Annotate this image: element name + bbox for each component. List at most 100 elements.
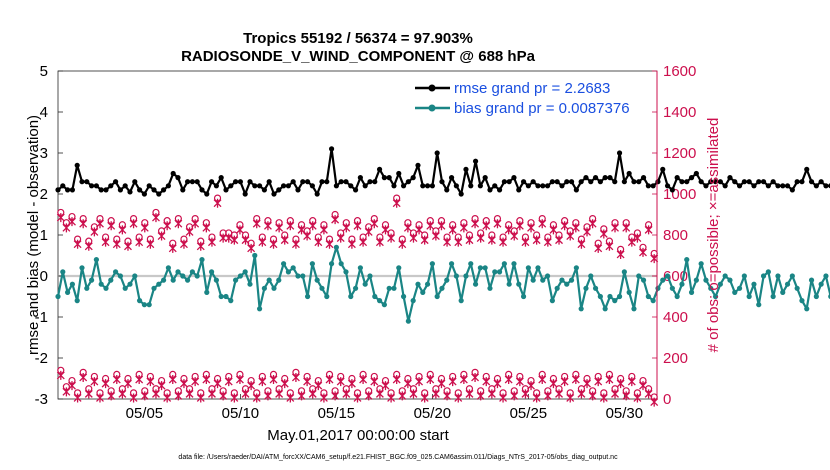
rmse-point [741, 179, 747, 185]
bias-point [228, 298, 234, 304]
rmse-point [727, 175, 733, 181]
rmse-point [295, 187, 301, 193]
obs-assimilated-marker [454, 393, 463, 403]
rmse-point [319, 179, 325, 185]
bias-point [232, 277, 239, 283]
obs-assimilated-marker [370, 219, 379, 229]
bias-point [439, 285, 445, 291]
obs-assimilated-marker [370, 377, 379, 387]
rmse-point [271, 191, 277, 197]
bias-point [684, 257, 690, 263]
bias-point [674, 293, 680, 300]
obs-assimilated-marker [79, 219, 88, 229]
bias-series [55, 244, 830, 324]
obs-assimilated-marker [342, 223, 351, 233]
obs-assimilated-marker [280, 379, 289, 389]
bias-point [295, 273, 301, 279]
obs-assimilated-marker [577, 389, 586, 399]
obs-assimilated-marker [409, 233, 418, 243]
rmse-point [285, 183, 291, 189]
rmse-point [559, 183, 565, 189]
legend-rmse-label: rmse grand pr = 2.2683 [454, 80, 610, 97]
rmse-point [540, 183, 546, 189]
rmse-point [477, 183, 483, 189]
obs-assimilated-marker [140, 223, 149, 233]
rmse-point [631, 179, 637, 185]
bias-point [727, 277, 733, 283]
bias-point [482, 265, 488, 271]
rmse-point [357, 175, 363, 181]
obs-assimilated-marker [499, 237, 508, 247]
obs-assimilated-marker [314, 237, 323, 247]
obs-assimilated-marker [157, 381, 166, 391]
obs-assimilated-marker [84, 241, 93, 251]
bias-point [732, 289, 738, 295]
x-tick-label: 05/15 [318, 405, 356, 422]
rmse-point [276, 187, 282, 193]
rmse-point [535, 183, 541, 189]
bias-point [60, 269, 66, 275]
bias-point [314, 277, 320, 283]
bias-point [746, 293, 752, 300]
bias-point [804, 306, 810, 312]
legend-bias-marker [428, 104, 436, 112]
bias-point [127, 281, 133, 287]
bias-point [496, 269, 503, 275]
rmse-point [487, 187, 493, 193]
obs-assimilated-marker [118, 389, 127, 399]
bias-point [760, 273, 767, 279]
rmse-point [554, 179, 560, 185]
bias-point [544, 273, 551, 279]
obs-assimilated-marker [331, 391, 340, 401]
obs-assimilated-marker [286, 393, 295, 403]
bias-point [578, 306, 584, 312]
obs-assimilated-marker [599, 229, 608, 239]
obs-assimilated-marker [135, 375, 144, 385]
rmse-point [669, 187, 675, 193]
bias-point [338, 261, 344, 267]
bias-point [300, 273, 306, 279]
obs-assimilated-marker [269, 375, 278, 385]
rmse-point [549, 179, 555, 185]
bias-point [261, 285, 267, 291]
rmse-point [213, 183, 219, 189]
rmse-point [232, 179, 239, 185]
obs-assimilated-marker [532, 235, 541, 245]
obs-assimilated-marker [627, 377, 636, 387]
obs-assimilated-marker [331, 215, 340, 225]
bias-point [597, 293, 603, 300]
rmse-point [328, 146, 335, 152]
obs-assimilated-marker [258, 377, 267, 387]
obs-assimilated-marker [639, 247, 647, 257]
bias-point [410, 298, 416, 304]
bias-point [223, 293, 229, 300]
rmse-point [472, 158, 479, 164]
bias-point [549, 298, 555, 304]
obs-assimilated-marker [622, 223, 631, 233]
bias-point [136, 298, 143, 304]
rmse-point [674, 175, 680, 181]
bias-point [688, 289, 695, 295]
bias-point [64, 289, 71, 295]
obs-assimilated-marker [420, 393, 429, 403]
rmse-point [448, 175, 455, 181]
bias-point [799, 298, 805, 304]
obs-assimilated-marker [415, 225, 424, 235]
obs-assimilated-marker [538, 375, 547, 385]
bias-point [602, 306, 608, 312]
rmse-point [602, 175, 608, 181]
bias-point [276, 277, 282, 283]
bias-point [218, 293, 224, 300]
bias-point [237, 273, 243, 279]
rmse-point [573, 187, 579, 193]
obs-assimilated-marker [185, 227, 194, 237]
bias-point [472, 281, 479, 287]
rmse-point [616, 150, 623, 156]
obs-assimilated-marker [616, 379, 625, 389]
bias-point [424, 281, 431, 287]
bias-point [348, 293, 354, 300]
obs-assimilated-marker [263, 391, 272, 401]
obs-assimilated-marker [140, 391, 149, 401]
obs-assimilated-marker [443, 391, 452, 401]
bias-point [525, 265, 531, 271]
